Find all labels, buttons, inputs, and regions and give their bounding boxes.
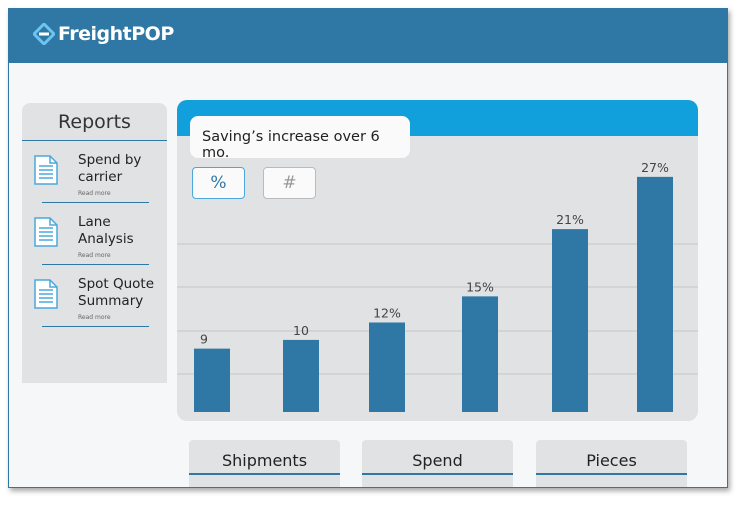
card-pieces[interactable]: Pieces [536,440,687,487]
document-icon [34,155,58,185]
app-window: FreightPOP Reports Spend by carrier Read … [8,8,728,488]
card-shipments[interactable]: Shipments [189,440,340,487]
report-label-line2: Summary [78,293,144,309]
document-icon [34,279,58,309]
divider [42,202,149,203]
bar[interactable] [369,322,405,412]
logo: FreightPOP [33,23,174,45]
bar[interactable] [552,229,588,412]
bar-value-label: 10 [293,323,309,338]
card-spend[interactable]: Spend [362,440,513,487]
report-item[interactable]: Spend by carrier Read more [22,141,167,203]
divider [42,326,149,327]
bar-value-label: 21% [556,212,584,227]
bar[interactable] [462,296,498,412]
report-label-line2: carrier [78,169,123,185]
chart-title: Saving’s increase over 6 mo. [190,116,410,161]
bar-value-label: 12% [373,305,401,320]
chart-panel: 9 10 12% 15% 21% 27% Saving’s increase over 6… [177,100,698,421]
card-title: Pieces [536,440,687,475]
card-title: Shipments [189,440,340,475]
bar-value-label: 9 [200,332,208,347]
bar-chart: 9 10 12% 15% 21% 27% [177,160,698,412]
reports-sidebar: Reports Spend by carrier Read more Lane An… [22,103,167,383]
percent-toggle-button[interactable]: % [192,167,245,199]
freightpop-logo-icon [33,23,55,45]
bar[interactable] [283,339,319,412]
bar-value-label: 15% [466,279,494,294]
bar-value-label: 27% [641,160,669,175]
report-label-line1: Lane [78,214,111,230]
sidebar-title: Reports [22,103,167,141]
number-toggle-button[interactable]: # [263,167,316,199]
divider [42,264,149,265]
card-title: Spend [362,440,513,475]
brand-name: FreightPOP [58,23,174,45]
report-label-line1: Spot Quote [78,276,155,292]
document-icon [34,217,58,247]
read-more-link[interactable]: Read more [78,252,111,259]
report-label-line1: Spend by [78,152,142,168]
read-more-link[interactable]: Read more [78,314,111,321]
read-more-link[interactable]: Read more [78,190,111,197]
report-item[interactable]: Lane Analysis Read more [22,203,167,265]
report-item[interactable]: Spot Quote Summary Read more [22,265,167,327]
header: FreightPOP [9,9,727,63]
bar[interactable] [637,176,673,412]
bar[interactable] [194,348,230,412]
report-label-line2: Analysis [78,231,134,247]
